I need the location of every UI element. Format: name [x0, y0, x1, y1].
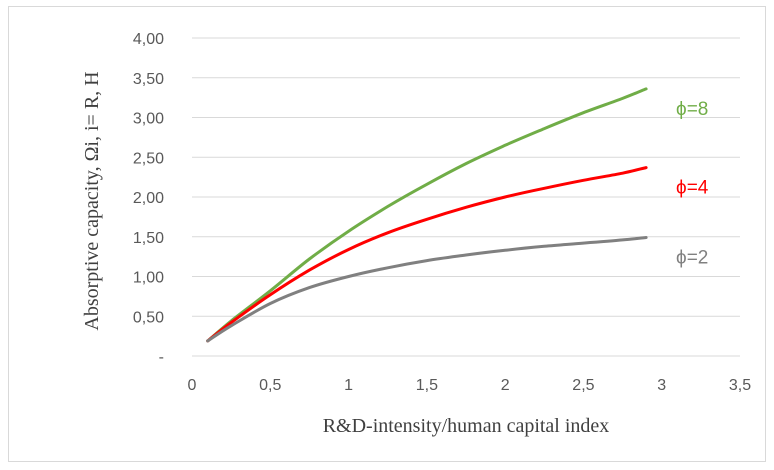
- y-tick-label: 4,00: [133, 31, 164, 48]
- series-label-2: ϕ=2: [676, 248, 708, 269]
- y-tick-label: 3,50: [133, 71, 164, 88]
- x-axis-title: R&D-intensity/human capital index: [323, 415, 610, 437]
- x-tick-label: 1,5: [416, 377, 438, 394]
- x-tick-label: 2: [501, 377, 510, 394]
- x-tick-label: 0: [188, 377, 197, 394]
- x-tick-label: 0,5: [259, 377, 281, 394]
- y-tick-label: 2,00: [133, 190, 164, 207]
- x-tick-label: 3: [657, 377, 666, 394]
- y-tick-label: 0,50: [133, 309, 164, 326]
- series-line-1: [206, 166, 648, 343]
- series-line-0: [206, 87, 648, 343]
- y-tick-labels: - 0,50 1,00 1,50 2,00 2,50 3,00 3,50 4,00: [133, 31, 164, 366]
- y-tick-label: 1,00: [133, 270, 164, 287]
- series-line-2: [206, 236, 648, 343]
- y-tick-label: 2,50: [133, 150, 164, 167]
- y-tick-label: 1,50: [133, 230, 164, 247]
- y-tick-label: 3,00: [133, 111, 164, 128]
- series-lines: [206, 87, 648, 343]
- x-tick-label: 3,5: [729, 377, 751, 394]
- y-axis-title: Absorptive capacity, Ωi, i= R, H: [81, 71, 103, 330]
- grid-lines: [192, 37, 740, 357]
- x-tick-labels: 0 0,5 1 1,5 2 2,5 3 3,5: [188, 377, 752, 394]
- x-tick-label: 1: [344, 377, 353, 394]
- y-tick-label: -: [159, 349, 164, 366]
- series-label-1: ϕ=4: [676, 178, 709, 199]
- series-label-0: ϕ=8: [676, 99, 708, 120]
- x-tick-label: 2,5: [572, 377, 594, 394]
- series-labels: ϕ=8 ϕ=4 ϕ=2: [676, 99, 709, 269]
